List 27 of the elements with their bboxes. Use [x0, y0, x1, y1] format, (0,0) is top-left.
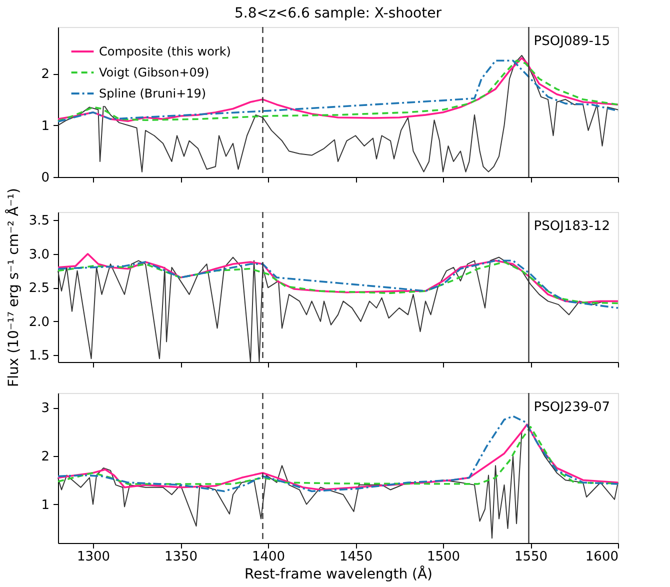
x-tick-label: 1350	[164, 550, 198, 564]
legend-label: Composite (this work)	[99, 44, 231, 58]
annotation: PSOJ089-15	[534, 34, 610, 49]
y-tick-label: 3	[41, 401, 50, 416]
y-tick-label: 3.0	[28, 247, 50, 262]
y-tick-label: 2.5	[28, 281, 50, 296]
x-tick-label: 1400	[252, 550, 286, 564]
y-tick-label: 2.0	[28, 314, 50, 330]
y-tick-label: 1	[41, 498, 50, 513]
x-tick-label: 1600	[585, 550, 618, 564]
annotation: PSOJ183-12	[534, 219, 610, 234]
annotation: PSOJ239-07	[534, 400, 610, 415]
y-tick-label: 2	[41, 67, 50, 82]
x-tick-label: 1550	[514, 550, 548, 564]
y-axis-title: Flux (10⁻¹⁷ erg s⁻¹ cm⁻² Å⁻¹)	[4, 188, 22, 387]
x-tick-label: 1500	[426, 550, 460, 564]
chart-title: 5.8<z<6.6 sample: X-shooter	[234, 5, 442, 22]
y-tick-label: 0	[41, 170, 50, 186]
y-tick-label: 2	[41, 449, 50, 464]
legend-label: Spline (Bruni+19)	[99, 86, 206, 100]
x-tick-label: 1300	[76, 550, 110, 564]
legend-label: Voigt (Gibson+09)	[99, 66, 210, 80]
y-tick-label: 3.5	[28, 214, 50, 229]
x-axis-title: Rest-frame wavelength (Å)	[244, 566, 433, 582]
x-tick-label: 1450	[339, 550, 373, 564]
y-tick-label: 1	[41, 118, 50, 134]
y-tick-label: 1.5	[28, 348, 50, 364]
